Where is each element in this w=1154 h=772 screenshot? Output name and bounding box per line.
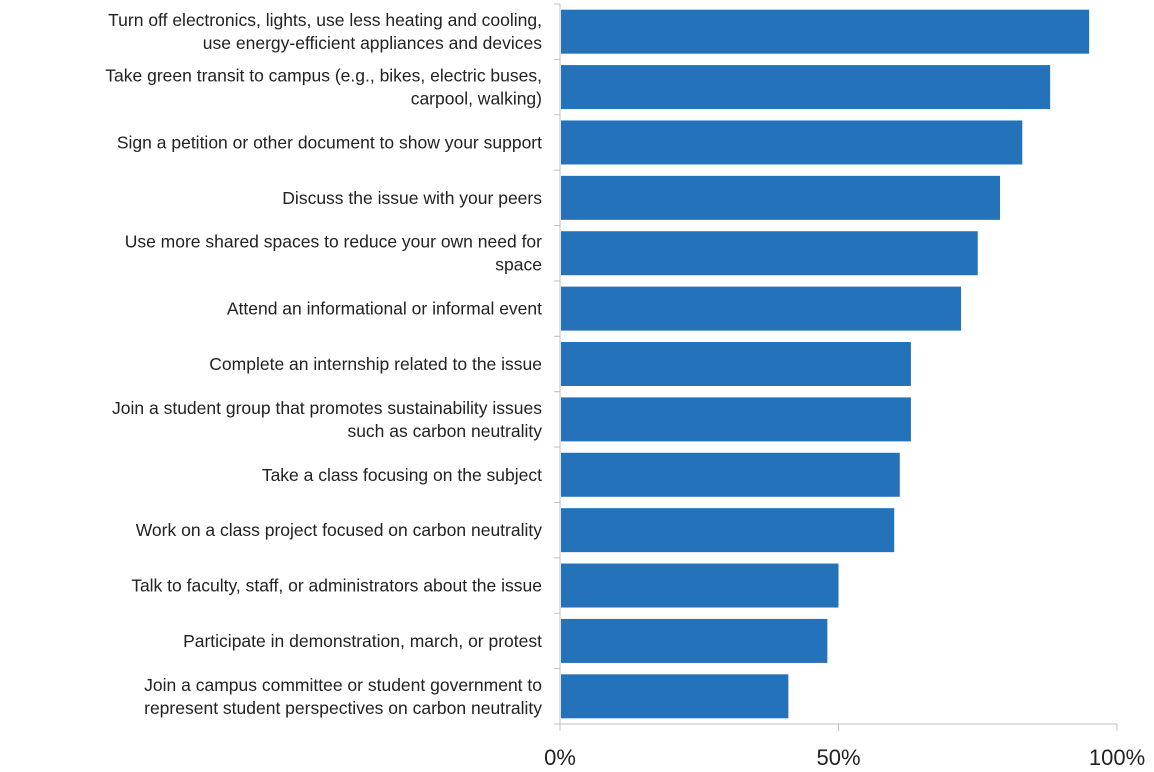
x-tick-label: 100%	[1089, 745, 1145, 770]
bars-group	[561, 9, 1090, 719]
category-label: Turn off electronics, lights, use less h…	[108, 10, 542, 53]
category-label: Discuss the issue with your peers	[282, 188, 542, 208]
x-tick-label: 0%	[544, 745, 576, 770]
bar	[561, 452, 900, 497]
bar	[561, 286, 962, 331]
category-label: Attend an informational or informal even…	[227, 299, 542, 319]
category-label: Work on a class project focused on carbo…	[136, 520, 543, 540]
category-label: Sign a petition or other document to sho…	[117, 132, 542, 152]
category-label: Take a class focusing on the subject	[262, 465, 542, 485]
bar	[561, 342, 911, 386]
bar	[561, 175, 1001, 220]
bar	[561, 231, 978, 276]
category-label: Join a student group that promotes susta…	[112, 398, 542, 441]
category-label: Talk to faculty, staff, or administrator…	[131, 576, 542, 596]
category-label: Take green transit to campus (e.g., bike…	[105, 66, 542, 109]
category-label: Complete an internship related to the is…	[209, 354, 542, 374]
bar	[561, 65, 1051, 110]
category-labels-group: Turn off electronics, lights, use less h…	[105, 10, 542, 718]
bar	[561, 508, 895, 553]
bar	[561, 563, 839, 608]
category-label: Use more shared spaces to reduce your ow…	[125, 232, 542, 275]
axes-group: 0% 50% 100%	[544, 3, 1145, 770]
bar	[561, 397, 911, 442]
bar	[561, 120, 1023, 165]
bar	[561, 674, 789, 719]
category-label: Join a campus committee or student gover…	[144, 675, 542, 718]
bar	[561, 618, 828, 663]
bar	[561, 9, 1090, 54]
category-label: Participate in demonstration, march, or …	[183, 631, 542, 651]
x-tick-label: 50%	[816, 745, 860, 770]
